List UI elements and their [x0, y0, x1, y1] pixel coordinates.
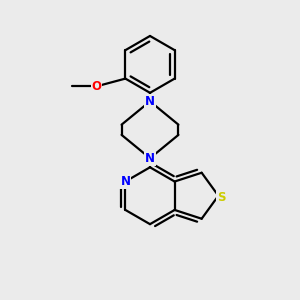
Text: S: S [217, 191, 225, 204]
Text: O: O [92, 80, 101, 93]
Text: N: N [145, 152, 155, 165]
Text: N: N [145, 95, 155, 108]
Text: N: N [120, 175, 130, 188]
